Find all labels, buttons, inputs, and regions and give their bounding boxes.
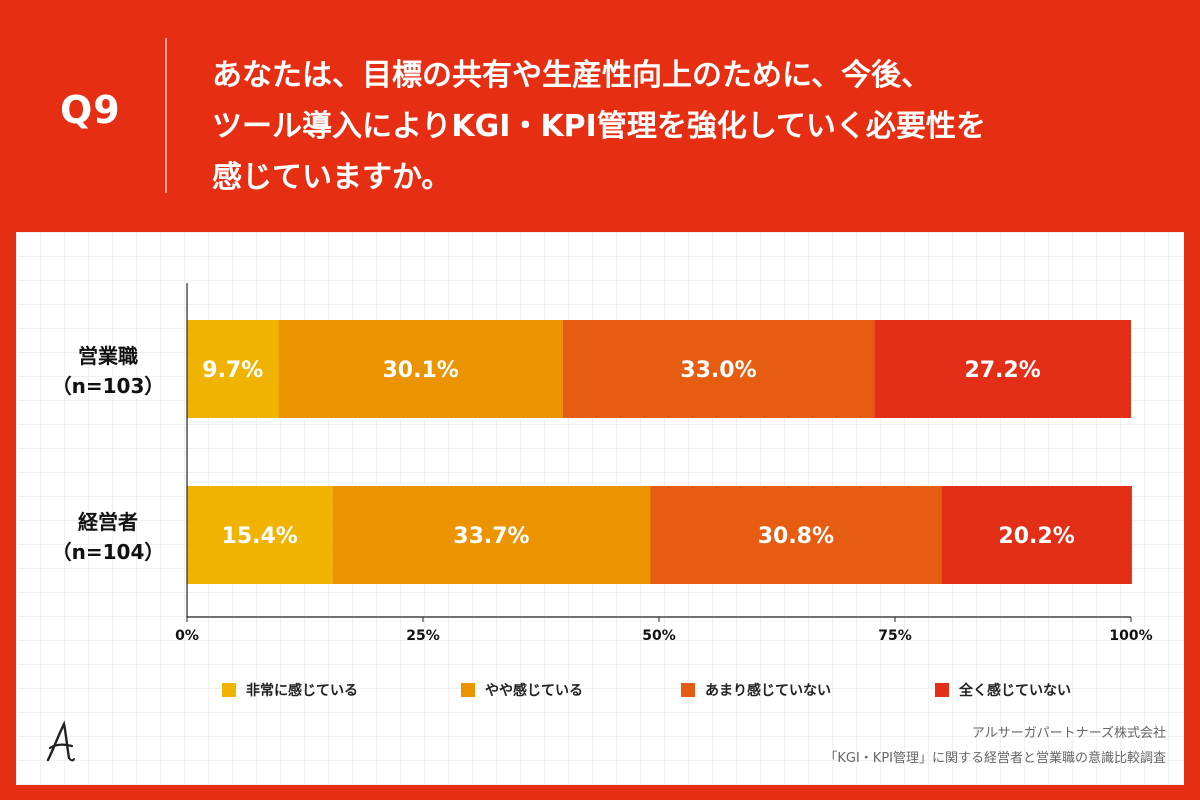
question-number: Q9: [60, 88, 121, 132]
question-line: あなたは、目標の共有や生産性向上のために、今後、: [212, 58, 932, 93]
legend-swatch: [222, 683, 236, 697]
data-label: 9.7%: [202, 358, 263, 383]
data-label: 30.8%: [758, 524, 834, 549]
legend-label: やや感じている: [485, 683, 583, 699]
legend-label: 非常に感じている: [246, 683, 358, 699]
legend-swatch: [935, 683, 949, 697]
bar-segment: [187, 486, 333, 584]
legend-item-strongly-feel: 非常に感じている: [222, 681, 358, 699]
legend-item-not-at-all-feel: 全く感じていない: [935, 681, 1071, 699]
data-label: 20.2%: [998, 524, 1074, 549]
category-sample-size: （n=104）: [52, 540, 165, 564]
data-label: 15.4%: [222, 524, 298, 549]
question-header: Q9 あなたは、目標の共有や生産性向上のために、今後、 ツール導入によりKGI・…: [0, 0, 1200, 230]
x-tick-label: 0%: [175, 628, 199, 644]
header-divider: [165, 38, 167, 193]
category-label: 経営者: [78, 510, 138, 534]
legend-item-somewhat-feel: やや感じている: [461, 681, 583, 699]
bar-segment: [650, 486, 942, 584]
question-line: ツール導入によりKGI・KPI管理を強化していく必要性を: [212, 109, 986, 144]
x-tick-label: 50%: [642, 628, 676, 644]
x-tick-label: 25%: [406, 628, 440, 644]
bar-segment: [874, 320, 1131, 418]
source-company: アルサーガパートナーズ株式会社: [971, 726, 1166, 741]
data-label: 33.0%: [680, 358, 756, 383]
legend-swatch: [461, 683, 475, 697]
question-text: あなたは、目標の共有や生産性向上のために、今後、 ツール導入によりKGI・KPI…: [212, 50, 1172, 203]
data-label: 27.2%: [964, 358, 1040, 383]
data-label: 30.1%: [382, 358, 458, 383]
legend-item-not-much-feel: あまり感じていない: [681, 681, 831, 699]
bar-segment: [187, 320, 279, 418]
arsagapartners-logo-icon: [46, 720, 75, 762]
category-sample-size: （n=103）: [52, 374, 165, 398]
bar-segment: [562, 320, 875, 418]
x-tick-label: 100%: [1109, 628, 1152, 644]
x-tick-label: 75%: [878, 628, 912, 644]
category-label: 営業職: [78, 344, 138, 368]
bar-segment: [941, 486, 1132, 584]
bar-segment: [278, 320, 563, 418]
bar-segment: [332, 486, 651, 584]
data-label: 33.7%: [453, 524, 529, 549]
legend-swatch: [681, 683, 695, 697]
question-line: 感じていますか。: [212, 160, 452, 195]
legend-label: 全く感じていない: [959, 683, 1071, 699]
legend-label: あまり感じていない: [705, 683, 831, 699]
source-survey-title: 「KGI・KPI管理」に関する経営者と営業職の意識比較調査: [824, 751, 1166, 766]
